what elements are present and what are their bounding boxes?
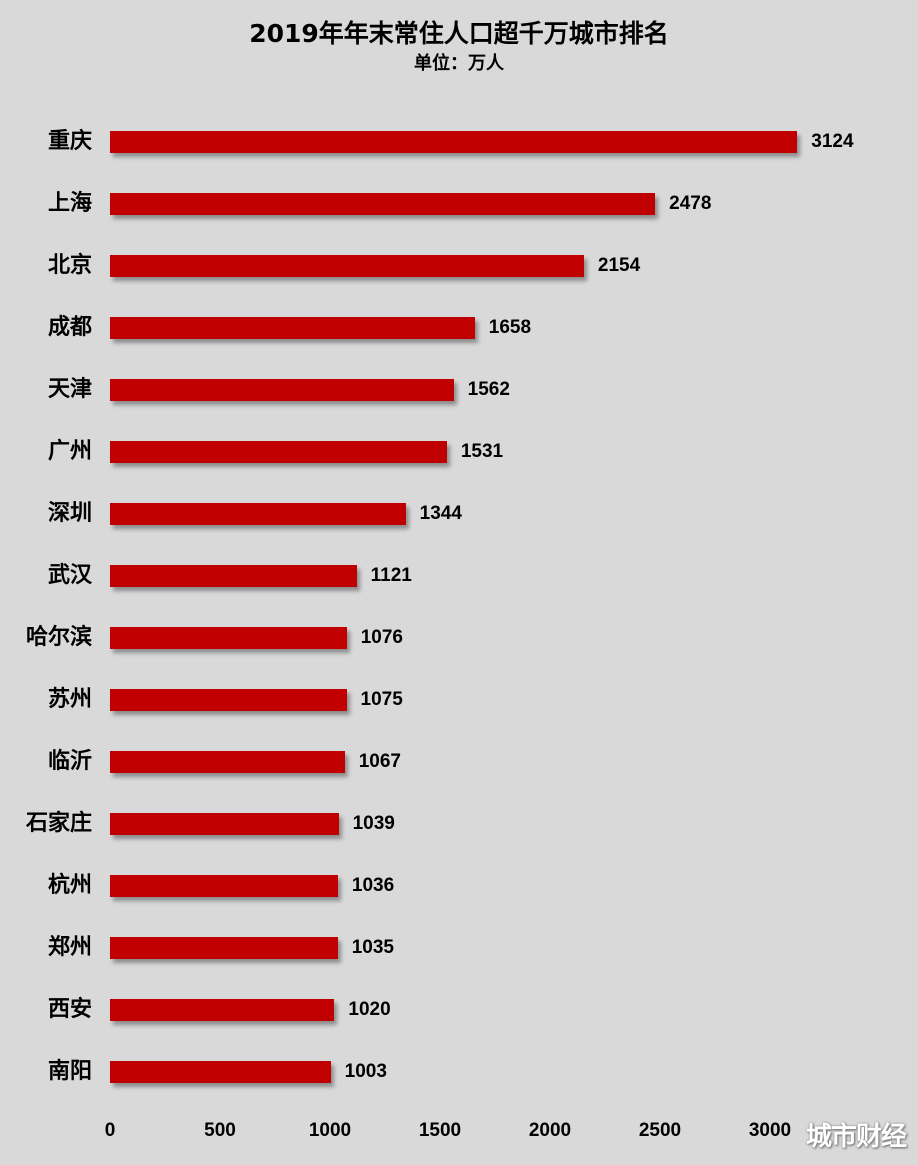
category-label: 苏州 [47,687,92,712]
value-label: 1562 [467,379,510,400]
bar [110,937,338,959]
value-label: 1658 [488,317,532,338]
value-label: 1076 [360,627,403,648]
bar [110,565,357,587]
category-label: 成都 [47,315,92,340]
bar [110,379,454,401]
bar-row: 临沂 1067 [0,747,918,777]
x-tick-label: 2500 [638,1120,682,1141]
category-label: 天津 [47,377,92,402]
value-label: 2154 [597,255,641,276]
category-label: 上海 [47,191,92,216]
x-tick-label: 2000 [528,1120,572,1141]
category-label: 武汉 [47,563,92,588]
value-label: 1036 [351,875,395,896]
bar-row: 杭州 1036 [0,871,918,901]
category-label: 北京 [47,253,92,278]
x-tick-label: 3000 [748,1120,792,1141]
x-tick-label: 0 [104,1120,116,1141]
bar-row: 上海 2478 [0,189,918,219]
value-label: 1020 [348,999,391,1020]
bar [110,813,339,835]
x-tick-label: 1500 [418,1120,462,1141]
chart-subtitle: 单位：万人 [414,53,504,74]
bar [110,999,335,1021]
watermark: 城市财经 [805,1122,907,1152]
bar [110,255,584,277]
value-label: 3124 [811,131,854,152]
bar [110,751,345,773]
bar [110,689,347,711]
bar [110,1061,331,1083]
category-label: 杭州 [47,873,92,898]
category-label: 临沂 [47,749,92,774]
value-label: 1531 [460,441,504,462]
bar [110,131,798,153]
category-label: 广州 [47,439,92,464]
value-label: 1003 [344,1061,387,1082]
x-tick-label: 500 [204,1120,236,1141]
bar [110,193,656,215]
bar-row: 重庆 3124 [0,127,918,157]
value-label: 1035 [351,937,394,958]
category-label: 重庆 [47,129,92,154]
bar-row: 成都 1658 [0,313,918,343]
category-label: 深圳 [47,501,92,526]
value-label: 1067 [358,751,402,772]
bar-row: 哈尔滨 1076 [0,623,918,653]
value-label: 1075 [360,689,403,710]
value-label: 2478 [669,193,712,214]
bar [110,441,447,463]
bar-row: 西安 1020 [0,995,918,1025]
category-label: 石家庄 [25,811,92,836]
value-label: 1344 [419,503,462,524]
x-tick-label: 1000 [308,1120,352,1141]
category-label: 南阳 [47,1059,92,1084]
value-label: 1121 [370,565,412,586]
category-label: 哈尔滨 [25,625,92,650]
bar-row: 深圳 1344 [0,499,918,529]
bar-row: 武汉 1121 [0,561,918,591]
bar-row: 石家庄 1039 [0,809,918,839]
value-label: 1039 [352,813,395,834]
bar-row: 北京 2154 [0,251,918,281]
bar-row: 广州 1531 [0,437,918,467]
bar [110,875,338,897]
bar [110,317,475,339]
bar-row: 南阳 1003 [0,1057,918,1087]
bar-row: 天津 1562 [0,375,918,405]
chart-title: 2019年年末常住人口超千万城市排名 [249,19,669,48]
bar [110,503,406,525]
bar [110,627,347,649]
category-label: 西安 [47,997,92,1022]
bar-row: 郑州 1035 [0,933,918,963]
category-label: 郑州 [47,935,92,960]
bar-row: 苏州 1075 [0,685,918,715]
